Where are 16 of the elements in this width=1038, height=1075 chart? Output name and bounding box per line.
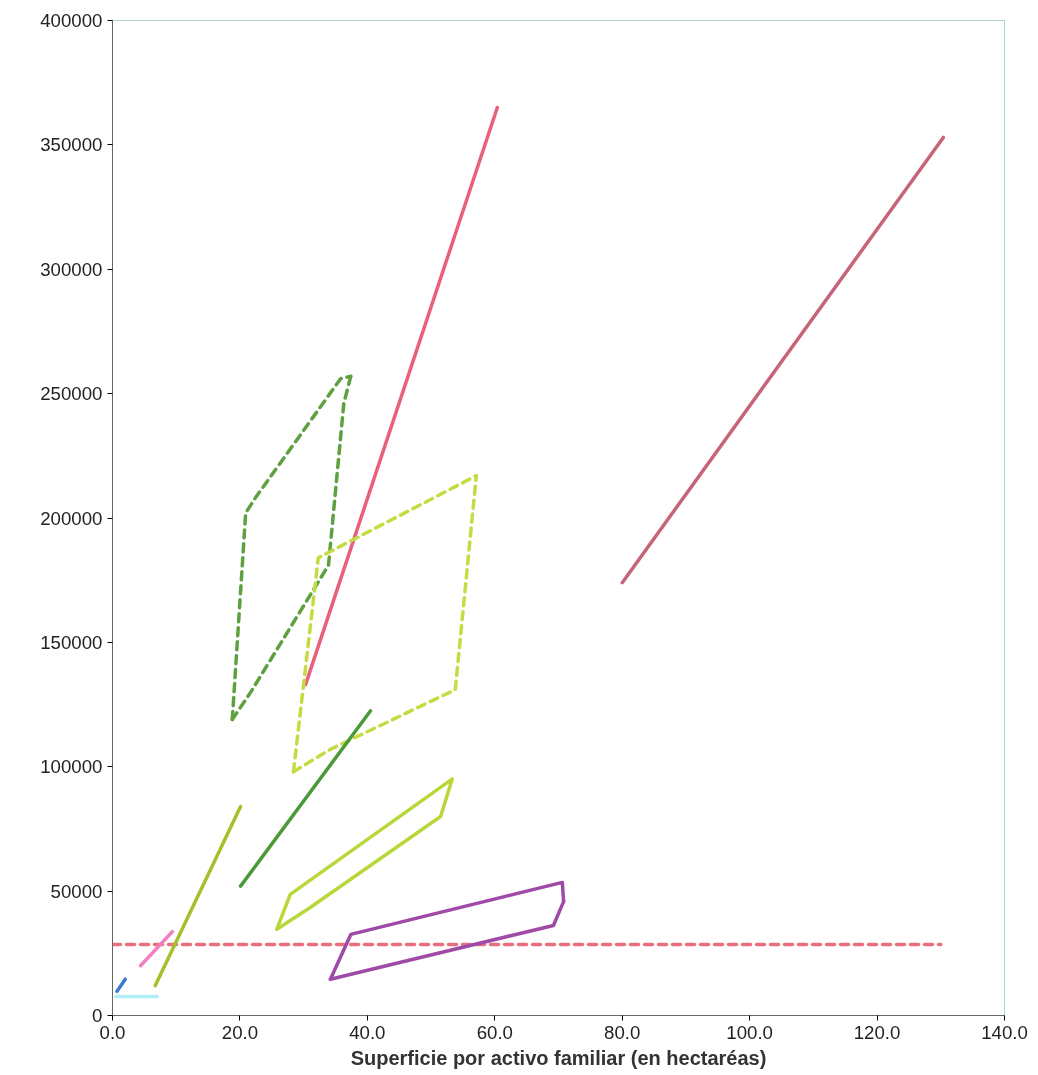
y-tick-label: 250000 bbox=[40, 383, 103, 405]
y-tick-label: 300000 bbox=[40, 258, 103, 280]
x-tick-label: 60.0 bbox=[476, 1021, 513, 1043]
y-tick-label: 100000 bbox=[40, 756, 103, 778]
x-axis-title: Superficie por activo familiar (en hectaréas) bbox=[350, 1046, 767, 1069]
y-tick-label: 150000 bbox=[40, 631, 103, 653]
y-tick-label: 200000 bbox=[40, 507, 103, 529]
x-tick-label: 20.0 bbox=[221, 1021, 259, 1043]
y-tick-label: 400000 bbox=[40, 10, 103, 31]
y-tick-label: 350000 bbox=[40, 134, 103, 156]
x-tick-label: 100.0 bbox=[726, 1021, 773, 1043]
x-tick-label: 120.0 bbox=[853, 1021, 901, 1043]
x-tick-label: 40.0 bbox=[349, 1021, 386, 1043]
x-tick-label: 140.0 bbox=[981, 1021, 1028, 1043]
x-tick-label: 80.0 bbox=[604, 1021, 641, 1043]
y-tick-label: 50000 bbox=[50, 880, 103, 902]
